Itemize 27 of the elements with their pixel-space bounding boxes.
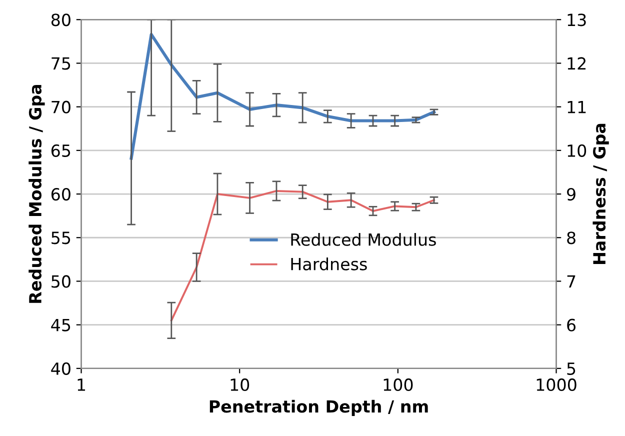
y2-tick-label: 6	[567, 318, 576, 332]
legend-label: Hardness	[291, 257, 367, 270]
x-axis-title: Penetration Depth / nm	[210, 400, 428, 416]
y-tick-label: 45	[51, 319, 70, 332]
y-tick-label: 60	[51, 188, 70, 201]
y-tick-label: 80	[51, 14, 70, 26]
y2-tick-label: 13	[568, 14, 586, 26]
y-tick-label: 70	[52, 100, 70, 114]
y2-axis-title: Hardness / Gpa	[592, 124, 609, 264]
y2-tick-label: 10	[568, 144, 586, 157]
x-tick-label: 1000	[536, 378, 576, 392]
legend-label: Reduced Modulus	[291, 233, 436, 246]
y-tick-label: 75	[52, 57, 70, 70]
y2-tick-label: 9	[567, 188, 576, 201]
y2-tick-label: 5	[567, 362, 576, 375]
y2-tick-label: 8	[567, 232, 576, 244]
y-tick-label: 55	[52, 232, 70, 244]
y2-tick-label: 11	[568, 101, 586, 114]
x-tick-label: 1	[78, 378, 86, 391]
y2-tick-label: 12	[568, 57, 586, 70]
y-tick-label: 50	[52, 275, 70, 288]
y-tick-label: 65	[51, 144, 70, 157]
y2-tick-label: 7	[567, 275, 576, 288]
y-axis-title: Reduced Modulus / Gpa	[28, 84, 45, 303]
x-tick-label: 10	[230, 378, 250, 392]
y-tick-label: 40	[51, 362, 70, 375]
x-tick-label: 100	[384, 378, 413, 392]
